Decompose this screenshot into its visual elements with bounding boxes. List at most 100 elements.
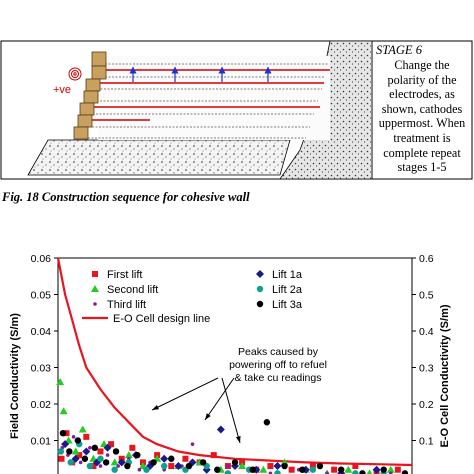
lift-1a-point [61, 440, 70, 449]
lift-1a-point [273, 462, 282, 471]
stage-line: stages 1-5 [397, 160, 447, 175]
first-lift-point [63, 430, 70, 437]
second-lift-legend-marker [91, 285, 99, 292]
lift-3a-point [199, 459, 207, 466]
legend-label: E-O Cell design line [113, 313, 210, 325]
lift-2a-point [161, 462, 168, 470]
lift-3a-point [380, 466, 387, 473]
first-lift-point [394, 466, 401, 473]
first-lift-point [97, 448, 104, 455]
lift-2a-point [57, 448, 65, 455]
lift-1a-point [160, 454, 169, 463]
third-lift-point [71, 435, 76, 439]
lift-3a-point [150, 459, 157, 466]
lift-3a-point [231, 459, 239, 466]
y2-axis-label: E-O Cell Conductivity (S/m) [439, 304, 451, 447]
lift-3a-point [249, 466, 256, 473]
design-line [56, 257, 413, 467]
annotation-arrow [204, 377, 235, 421]
lift-3a-point [134, 451, 141, 459]
soil-layers [98, 56, 330, 140]
first-lift-point [129, 444, 136, 451]
first-lift-point [83, 433, 90, 440]
first-lift-point [267, 463, 274, 470]
third-lift-point [268, 471, 273, 474]
y2-tick-label: 0.1 [419, 436, 434, 448]
lift-1a-point [174, 462, 183, 471]
lift-2a-point [86, 462, 94, 470]
diagram-frame [0, 40, 473, 180]
y2-tick-label: 0.3 [419, 363, 434, 375]
chart-marks [56, 257, 413, 474]
stage-line: polarity of the [387, 72, 457, 87]
second-lift-point [110, 458, 119, 466]
annotation-line: powering off to refuel [229, 359, 327, 371]
first-lift-point [352, 463, 359, 470]
lift-3a-point [316, 462, 324, 470]
second-lift-point [366, 469, 373, 474]
annotation-arrowhead [152, 404, 159, 410]
lift-2a-point [143, 466, 150, 473]
annotation-arrowhead [235, 436, 241, 443]
third-lift-point [105, 453, 110, 457]
electrodes [86, 69, 330, 121]
third-lift-point [98, 464, 103, 468]
lift-1a-point [103, 443, 112, 452]
lift-3a-point [359, 470, 366, 474]
y2-tick-label: 0 [419, 472, 425, 474]
lift-3a-point [168, 455, 175, 462]
chart-legend: First lift Second lift Third lift Lift 1a Li… [82, 269, 303, 325]
y2-tick-label: 0.4 [419, 326, 434, 338]
facing-blocks [73, 51, 107, 140]
second-lift-point [71, 447, 80, 455]
lift-3a-point [299, 466, 306, 473]
first-lift-point [76, 452, 83, 459]
lift-3a-point [66, 448, 73, 455]
lift-1a-point [231, 462, 239, 471]
legend-label: Second lift [107, 284, 158, 296]
third-lift-point [325, 471, 329, 474]
first-lift-point [288, 466, 295, 473]
lift-3a-point [401, 470, 409, 474]
second-lift-point [386, 465, 395, 473]
lift-2a-point [274, 470, 281, 474]
stage-description: Change the polarity of the electrodes, a… [374, 58, 470, 175]
lift-2a-point [224, 470, 232, 474]
annotation-line: Peaks caused by [238, 346, 319, 358]
foundation [27, 139, 291, 176]
y-tick-label: 0.05 [31, 290, 52, 302]
third-lift-point [137, 467, 142, 472]
lift-2a-point [309, 466, 317, 473]
third-lift-point [190, 442, 195, 446]
stage-line: uppermost. When [378, 116, 466, 131]
first-lift-point [309, 463, 316, 470]
second-lift-point [78, 425, 87, 433]
first-lift-point [210, 452, 217, 459]
y2-tick-label: 0.5 [419, 290, 434, 302]
y2-tick-label: 0.6 [419, 253, 434, 265]
y-tick-label: 0.02 [31, 399, 52, 411]
plot-frame [57, 257, 413, 474]
stage-line: shown, cathodes [381, 101, 463, 116]
lift-2a-point [67, 459, 74, 466]
y-tick-label: 0.03 [31, 363, 52, 375]
lift-3a-point [185, 462, 193, 470]
stage-title: STAGE 6 [376, 43, 422, 57]
y-tick-label: 0.01 [31, 436, 52, 448]
y-tick-label: 0.06 [31, 253, 52, 265]
second-lift-point [56, 378, 65, 386]
y-tick-label: 0.04 [31, 326, 52, 338]
third-lift-point [78, 460, 83, 465]
first-lift-point [168, 463, 175, 470]
first-lift-point [90, 463, 97, 470]
lift-3a-point [91, 444, 99, 451]
lift-2a-legend-marker [256, 285, 264, 293]
third-lift-point [388, 471, 393, 474]
second-lift-point [238, 462, 247, 470]
second-lift-point [59, 407, 68, 415]
third-lift-point [226, 464, 230, 468]
lift-1a-point [71, 454, 80, 463]
chart-axes: 0 0.01 0.02 0.03 0.04 0.05 0.06 0 0.1 0.2 0.3 0.4 0.… [9, 253, 451, 474]
lift-3a-point [281, 462, 288, 470]
